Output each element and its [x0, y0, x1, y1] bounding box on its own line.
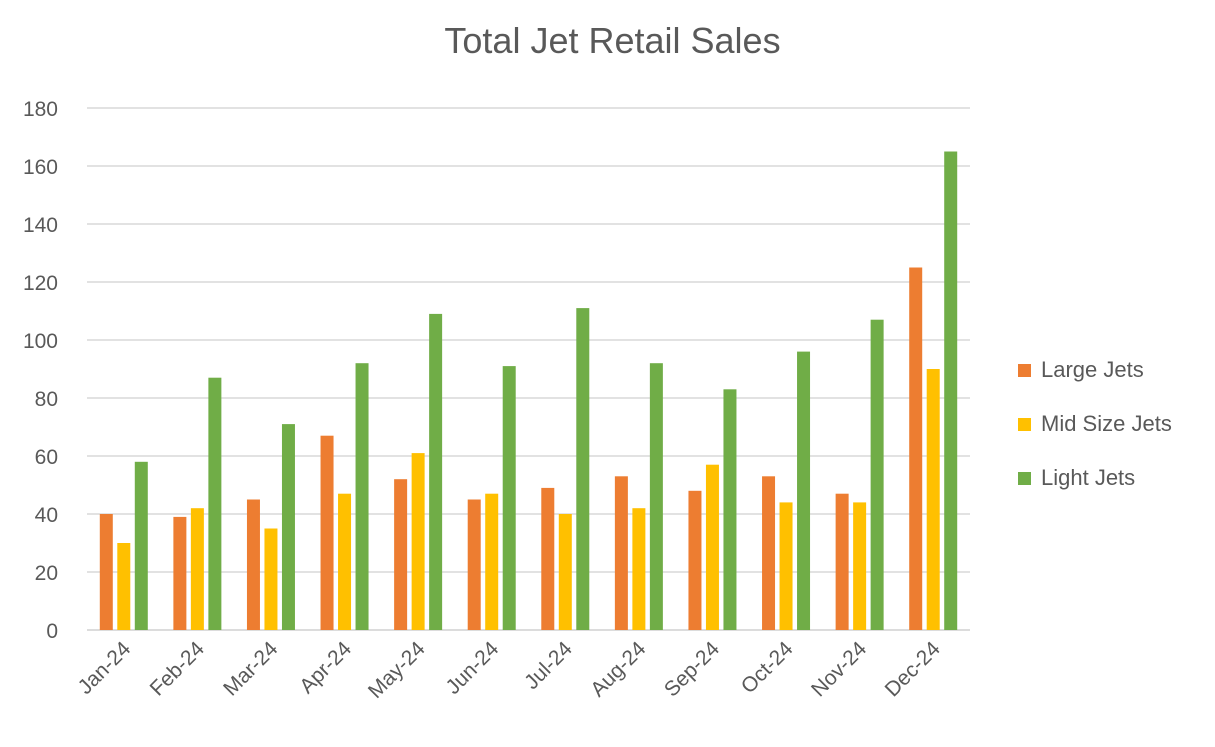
bar-large-jets — [614, 476, 628, 630]
bar-mid-size-jets — [705, 464, 719, 630]
legend-label: Mid Size Jets — [1041, 411, 1172, 436]
x-tick-label: Aug-24 — [586, 637, 650, 701]
bar-large-jets — [173, 516, 187, 630]
bar-large-jets — [99, 514, 113, 630]
gridlines — [87, 107, 970, 631]
bar-large-jets — [541, 487, 555, 630]
legend-item-light-jets: Light Jets — [1018, 451, 1172, 505]
x-tick-label: Mar-24 — [219, 637, 283, 701]
legend-label: Large Jets — [1041, 357, 1144, 382]
y-tick-label: 60 — [35, 446, 58, 469]
bar-light-jets — [576, 308, 590, 630]
x-tick-label: Jul-24 — [520, 637, 577, 694]
x-tick-label: Feb-24 — [146, 637, 210, 701]
legend-label: Light Jets — [1041, 465, 1136, 490]
bar-light-jets — [944, 151, 958, 630]
x-tick-label: Sep-24 — [660, 637, 724, 701]
x-tick-label: Oct-24 — [737, 637, 798, 698]
x-tick-label: Dec-24 — [881, 637, 945, 701]
bar-large-jets — [394, 479, 408, 630]
x-tick-label: Nov-24 — [807, 637, 871, 701]
y-tick-label: 140 — [23, 214, 58, 237]
bar-light-jets — [429, 313, 443, 630]
x-tick-label: Apr-24 — [295, 637, 356, 698]
bar-light-jets — [870, 319, 884, 630]
bar-large-jets — [246, 499, 260, 630]
bar-light-jets — [134, 461, 148, 630]
legend-item-large-jets: Large Jets — [1018, 343, 1172, 397]
bar-mid-size-jets — [558, 514, 572, 630]
bar-large-jets — [320, 435, 334, 630]
legend-swatch — [1018, 471, 1031, 485]
bar-large-jets — [688, 490, 702, 630]
x-tick-label: May-24 — [364, 637, 430, 703]
bar-light-jets — [797, 351, 811, 630]
bar-mid-size-jets — [485, 493, 499, 630]
bar-large-jets — [467, 499, 481, 630]
bar-light-jets — [723, 389, 737, 630]
y-tick-label: 0 — [46, 620, 58, 643]
bar-mid-size-jets — [117, 543, 131, 630]
bar-mid-size-jets — [853, 502, 867, 630]
bars — [99, 151, 958, 630]
y-tick-label: 180 — [23, 98, 58, 121]
y-axis-ticks: 0 20 40 60 80 100 120 140 160 180 — [23, 98, 58, 643]
bar-mid-size-jets — [632, 508, 646, 630]
x-axis-ticks: Jan-24 Feb-24 Mar-24 Apr-24 May-24 Jun-24 Jul-… — [74, 637, 945, 703]
bar-light-jets — [355, 363, 369, 630]
x-tick-label: Jun-24 — [442, 637, 504, 699]
x-tick-label: Jan-24 — [74, 637, 136, 699]
legend-swatch — [1018, 363, 1031, 377]
bar-light-jets — [281, 424, 295, 630]
y-tick-label: 40 — [35, 504, 58, 527]
bar-light-jets — [649, 363, 663, 630]
bar-mid-size-jets — [411, 453, 425, 630]
y-tick-label: 160 — [23, 156, 58, 179]
bar-mid-size-jets — [190, 508, 204, 630]
chart-title: Total Jet Retail Sales — [444, 20, 781, 61]
bar-large-jets — [762, 476, 776, 630]
y-tick-label: 100 — [23, 330, 58, 353]
y-tick-label: 80 — [35, 388, 58, 411]
bar-large-jets — [835, 493, 849, 630]
bar-light-jets — [208, 377, 222, 630]
bar-large-jets — [909, 267, 923, 630]
bar-mid-size-jets — [264, 528, 278, 630]
legend-swatch — [1018, 417, 1031, 431]
legend: Large Jets Mid Size Jets Light Jets — [1018, 343, 1172, 505]
bar-mid-size-jets — [926, 369, 940, 630]
bar-mid-size-jets — [338, 493, 352, 630]
y-tick-label: 20 — [35, 562, 58, 585]
bar-mid-size-jets — [779, 502, 793, 630]
bar-light-jets — [502, 366, 516, 630]
y-tick-label: 120 — [23, 272, 58, 295]
legend-item-mid-size-jets: Mid Size Jets — [1018, 397, 1172, 451]
